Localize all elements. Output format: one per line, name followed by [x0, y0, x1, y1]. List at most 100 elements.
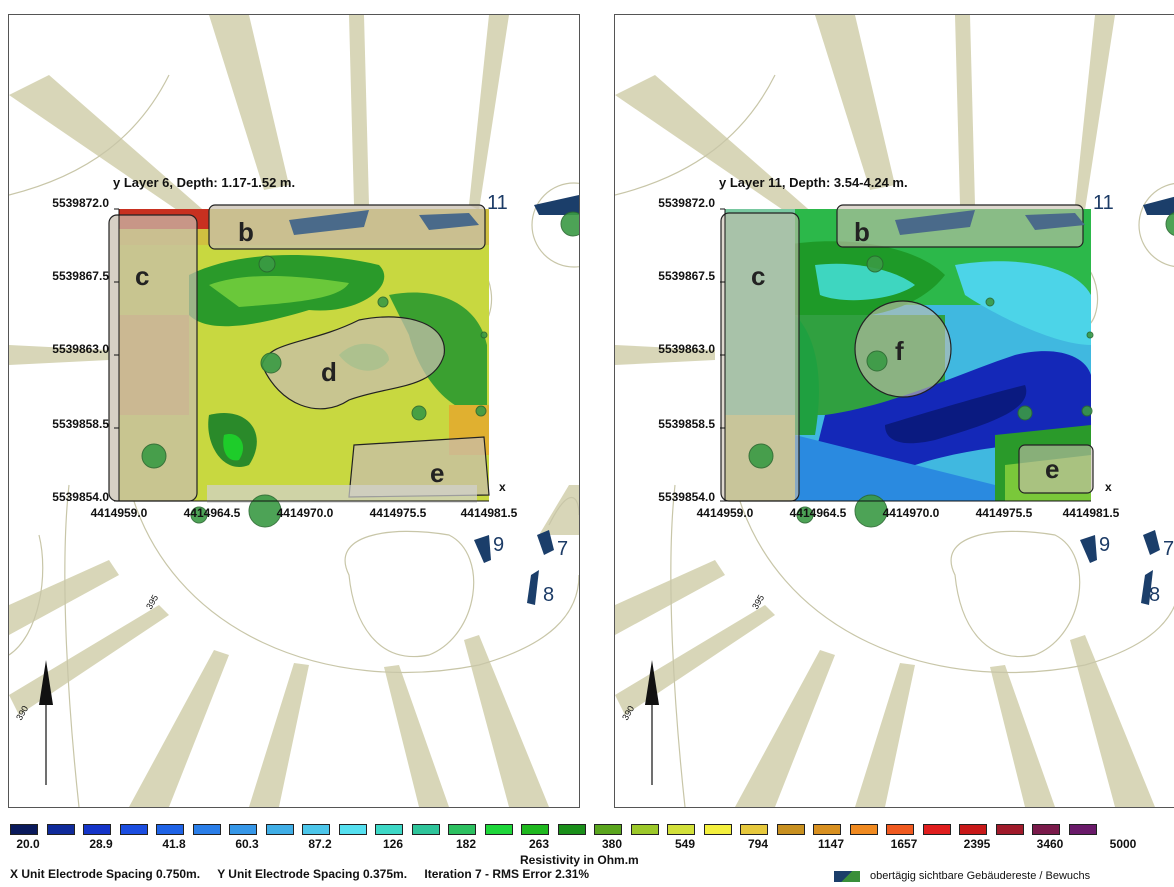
plot-axes	[114, 208, 489, 502]
colorbar-swatch	[813, 824, 841, 835]
map-number: 7	[1163, 538, 1174, 560]
colorbar-swatch	[229, 824, 257, 835]
colorbar-swatch	[302, 824, 330, 835]
zone-e-label: e	[1045, 454, 1059, 484]
zone-overlays	[720, 204, 1094, 502]
colorbar-swatch	[411, 824, 440, 835]
y-tick: 5539872.0	[658, 196, 715, 210]
x-tick: 4414970.0	[883, 506, 940, 520]
y-tick: 5539854.0	[658, 490, 715, 504]
colorbar-swatch	[484, 824, 513, 835]
x-tick: 4414970.0	[277, 506, 334, 520]
map-number: 11	[487, 192, 508, 214]
x-tick: 4414959.0	[91, 506, 148, 520]
map-number: 9	[493, 534, 504, 556]
y-tick: 5539858.5	[658, 417, 715, 431]
building-remains	[895, 196, 1174, 605]
colorbar-tick-label: 2395	[963, 837, 991, 851]
y-tick: 5539867.5	[52, 269, 109, 283]
y-electrode-spacing: Y Unit Electrode Spacing 0.375m.	[217, 867, 408, 881]
colorbar-swatch	[156, 824, 184, 835]
colorbar-title: Resistivity in Ohm.m	[520, 853, 639, 867]
colorbar-swatch	[10, 824, 38, 835]
colorbar-swatch	[192, 824, 221, 835]
map-panel-layer11: y Layer 11, Depth: 3.54-4.24 m. 5539872.…	[614, 14, 1174, 808]
iteration-rms-error: Iteration 7 - RMS Error 2.31%	[424, 867, 590, 881]
map-number: 8	[543, 584, 554, 606]
colorbar-swatch	[1032, 824, 1060, 835]
colorbar-tick-label: 263	[528, 837, 550, 851]
y-tick: 5539854.0	[52, 490, 109, 504]
zone-b-label: b	[238, 217, 254, 247]
zone-c-label: c	[751, 261, 765, 291]
colorbar-swatch	[448, 824, 476, 835]
y-tick: 5539863.0	[658, 342, 715, 356]
zone-overlays	[108, 204, 490, 503]
colorbar-tick-label: 1657	[890, 837, 918, 851]
plot-axes	[720, 208, 1091, 502]
y-tick: 5539858.5	[52, 417, 109, 431]
colorbar-tick-label: 41.8	[162, 837, 186, 851]
x-axis-letter: x	[499, 480, 506, 494]
colorbar-tick-label: 794	[747, 837, 769, 851]
colorbar-tick-label: 5000	[1109, 837, 1137, 851]
colorbar-swatch	[557, 824, 586, 835]
building-remains-icon	[834, 870, 860, 882]
colorbar-swatch	[594, 824, 622, 835]
map-canvas: y Layer 6, Depth: 1.17-1.52 m. 5539872.0…	[9, 15, 579, 807]
legend-label: obertägig sichtbare Gebäudereste / Bewuc…	[870, 870, 1091, 882]
colorbar-swatch	[959, 824, 987, 835]
x-axis-letter: x	[1105, 480, 1112, 494]
y-tick: 5539863.0	[52, 342, 109, 356]
zone-e-label: e	[430, 458, 444, 488]
colorbar-tick-label: 182	[455, 837, 477, 851]
layer-title: y Layer 11, Depth: 3.54-4.24 m.	[719, 175, 908, 190]
x-tick: 4414981.5	[461, 506, 518, 520]
colorbar-tick-label: 1147	[817, 837, 845, 851]
colorbar-swatch	[521, 824, 549, 835]
x-tick: 4414981.5	[1063, 506, 1120, 520]
y-tick: 5539867.5	[658, 269, 715, 283]
colorbar-tick-label: 20.0	[16, 837, 40, 851]
colorbar-tick-label: 549	[674, 837, 696, 851]
zone-d-label: d	[321, 357, 337, 387]
north-arrow-icon	[645, 660, 659, 785]
colorbar-swatch	[740, 824, 768, 835]
zone-c-label: c	[135, 261, 149, 291]
map-panel-layer6: y Layer 6, Depth: 1.17-1.52 m. 5539872.0…	[8, 14, 580, 808]
map-canvas: y Layer 11, Depth: 3.54-4.24 m. 5539872.…	[615, 15, 1174, 807]
x-tick: 4414975.5	[976, 506, 1033, 520]
colorbar-swatch	[83, 824, 111, 835]
colorbar-tick-label: 3460	[1036, 837, 1064, 851]
colorbar-swatch	[630, 824, 659, 835]
zone-f-label: f	[895, 336, 904, 366]
x-tick: 4414959.0	[697, 506, 754, 520]
colorbar-swatch	[703, 824, 732, 835]
tree-markers	[141, 211, 579, 528]
x-tick: 4414964.5	[184, 506, 241, 520]
colorbar-tick-label: 126	[382, 837, 404, 851]
colorbar-swatch	[995, 824, 1024, 835]
x-tick: 4414964.5	[790, 506, 847, 520]
map-number: 11	[1093, 192, 1114, 214]
colorbar-swatch	[338, 824, 367, 835]
map-number: 9	[1099, 534, 1110, 556]
colorbar-swatch	[46, 824, 75, 835]
building-remains	[289, 195, 579, 605]
colorbar-tick-label: 380	[601, 837, 623, 851]
x-tick: 4414975.5	[370, 506, 427, 520]
colorbar-tick-label: 60.3	[235, 837, 259, 851]
north-arrow-icon	[39, 660, 53, 785]
colorbar-swatch	[375, 824, 403, 835]
colorbar-swatch	[849, 824, 878, 835]
colorbar-swatch	[776, 824, 805, 835]
zone-f-box	[854, 300, 952, 398]
colorbar-tick-label: 87.2	[308, 837, 332, 851]
colorbar-swatch	[922, 824, 951, 835]
tree-markers	[748, 212, 1174, 528]
map-number: 8	[1149, 584, 1160, 606]
colorbar-swatch	[119, 824, 148, 835]
x-electrode-spacing: X Unit Electrode Spacing 0.750m.	[10, 867, 201, 881]
map-legend: obertägig sichtbare Gebäudereste / Bewuc…	[834, 870, 1090, 882]
colorbar-swatch	[886, 824, 914, 835]
